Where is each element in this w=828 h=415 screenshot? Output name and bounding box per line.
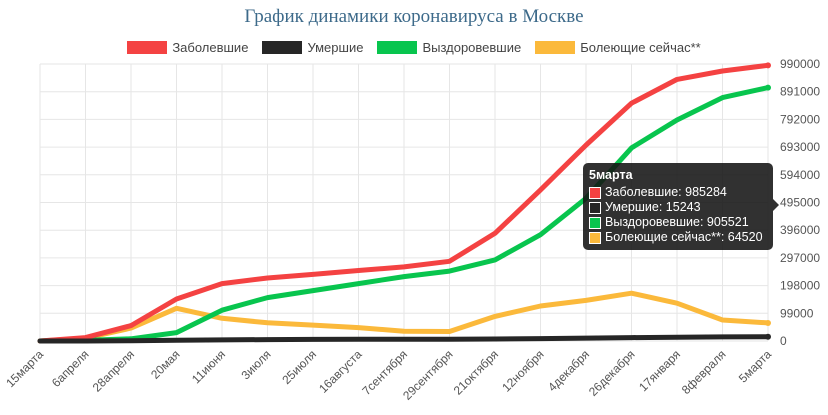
tooltip-text-recovered: Выздоровевшие: 905521: [605, 215, 749, 229]
x-tick-label: 28апреля: [90, 347, 137, 394]
legend-label-cases: Заболевшие: [172, 40, 249, 55]
legend-swatch-recovered: [377, 41, 418, 54]
x-tick-label: 5марта: [736, 347, 774, 385]
y-tick-label: 198000: [780, 279, 820, 293]
legend-label-recovered: Выздоровевшие: [422, 40, 522, 55]
tooltip-row-active: Болеющие сейчас**: 64520: [589, 230, 767, 245]
tooltip-swatch-cases: [589, 186, 601, 199]
x-tick-label: 16августа: [316, 347, 365, 396]
x-tick-label: 21октября: [451, 347, 501, 397]
legend-label-deaths: Умершие: [307, 40, 364, 55]
legend-item-active[interactable]: Болеющие сейчас**: [535, 40, 701, 55]
tooltip-row-cases: Заболевшие: 985284: [589, 185, 767, 200]
x-tick-label: 17января: [636, 347, 683, 394]
x-tick-label: 26декабря: [586, 347, 638, 399]
y-tick-label: 990000: [780, 57, 820, 71]
tooltip-swatch-recovered: [589, 216, 601, 229]
chart-title: График динамики коронавируса в Москве: [244, 6, 584, 27]
y-tick-label: 0: [780, 334, 787, 348]
y-tick-label: 891000: [780, 85, 820, 99]
y-tick-label: 396000: [780, 223, 820, 237]
tooltip-title: 5марта: [589, 168, 633, 182]
series-line-0: [37, 62, 771, 344]
legend-item-deaths[interactable]: Умершие: [262, 40, 363, 55]
x-tick-label: 15марта: [3, 347, 46, 390]
tooltip-row-deaths: Умершие: 15243: [589, 200, 767, 215]
y-tick-label: 495000: [780, 196, 820, 210]
legend-swatch-cases: [127, 41, 168, 54]
tooltip-text-active: Болеющие сейчас**: 64520: [605, 230, 763, 244]
tooltip-swatch-active: [589, 231, 601, 244]
x-tick-label: 6апреля: [49, 347, 92, 390]
x-tick-label: 20мая: [148, 347, 182, 381]
tooltip: 5марта Заболевшие: 985284 Умершие: 15243…: [583, 163, 779, 250]
y-tick-label: 297000: [780, 251, 820, 265]
x-tick-label: 3июля: [239, 347, 274, 382]
series-line-2: [37, 85, 771, 344]
legend-item-cases[interactable]: Заболевшие: [127, 40, 248, 55]
x-tick-label: 4декабря: [545, 347, 592, 394]
series-point-2: [765, 84, 771, 91]
y-tick-label: 99000: [780, 306, 814, 320]
series-point-3: [765, 319, 771, 326]
legend-item-recovered[interactable]: Выздоровевшие: [377, 40, 521, 55]
series-line-3: [37, 290, 771, 344]
y-tick-label: 594000: [780, 168, 820, 182]
x-tick-label: 12ноября: [499, 347, 546, 394]
series-point-1: [765, 333, 771, 340]
series-line-1: [37, 334, 771, 344]
legend-swatch-active: [535, 41, 576, 54]
x-tick-label: 8февраля: [679, 347, 729, 397]
tooltip-text-cases: Заболевшие: 985284: [605, 185, 727, 199]
x-tick-label: 11июня: [189, 347, 228, 386]
tooltip-text-deaths: Умершие: 15243: [605, 200, 701, 214]
x-tick-label: 25июля: [279, 347, 319, 387]
series-point-0: [765, 62, 771, 69]
y-tick-label: 693000: [780, 140, 820, 154]
legend-swatch-deaths: [262, 41, 303, 54]
legend: Заболевшие Умершие Выздоровевшие Болеющи…: [0, 40, 828, 55]
tooltip-row-recovered: Выздоровевшие: 905521: [589, 215, 767, 230]
legend-label-active: Болеющие сейчас**: [580, 40, 701, 55]
tooltip-swatch-deaths: [589, 201, 601, 214]
y-tick-label: 792000: [780, 112, 820, 126]
